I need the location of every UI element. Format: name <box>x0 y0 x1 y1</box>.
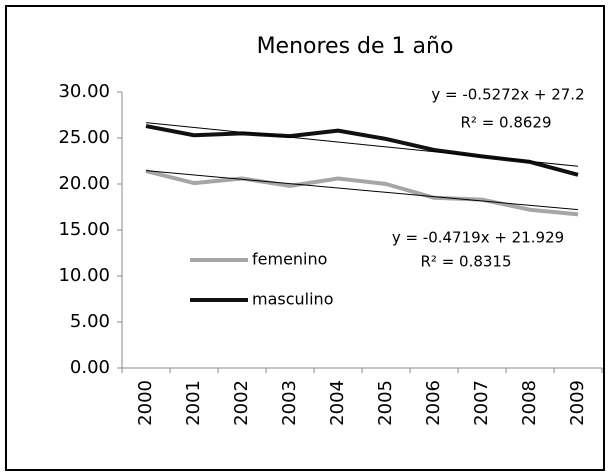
x-tick-label: 2003 <box>279 380 300 426</box>
x-tick-label: 2008 <box>519 380 540 426</box>
y-tick-label: 20.00 <box>58 173 110 194</box>
x-tick-label: 2005 <box>375 380 396 426</box>
trend-equation: y = -0.4719x + 21.929 <box>392 229 564 247</box>
legend-label: femenino <box>252 250 327 269</box>
trend-equation: y = -0.5272x + 27.2 <box>431 86 584 104</box>
trend-r2: R² = 0.8315 <box>420 253 511 271</box>
y-tick-label: 5.00 <box>70 311 110 332</box>
y-tick-label: 30.00 <box>58 81 110 102</box>
trend-r2: R² = 0.8629 <box>460 114 551 132</box>
trendline <box>145 170 579 211</box>
y-tick-label: 15.00 <box>58 219 110 240</box>
y-tick-label: 25.00 <box>58 127 110 148</box>
x-tick-label: 2006 <box>423 380 444 426</box>
y-tick-label: 0.00 <box>70 357 110 378</box>
x-tick-label: 2000 <box>135 380 156 426</box>
x-tick-label: 2002 <box>231 380 252 426</box>
x-tick-label: 2007 <box>471 380 492 426</box>
x-tick-label: 2001 <box>183 380 204 426</box>
trendline <box>145 122 579 167</box>
legend-label: masculino <box>252 290 333 309</box>
x-tick-label: 2009 <box>567 380 588 426</box>
chart-frame <box>5 5 605 471</box>
x-tick-label: 2004 <box>327 380 348 426</box>
chart-title: Menores de 1 año <box>257 34 454 59</box>
y-tick-label: 10.00 <box>58 265 110 286</box>
series-line <box>145 169 579 217</box>
